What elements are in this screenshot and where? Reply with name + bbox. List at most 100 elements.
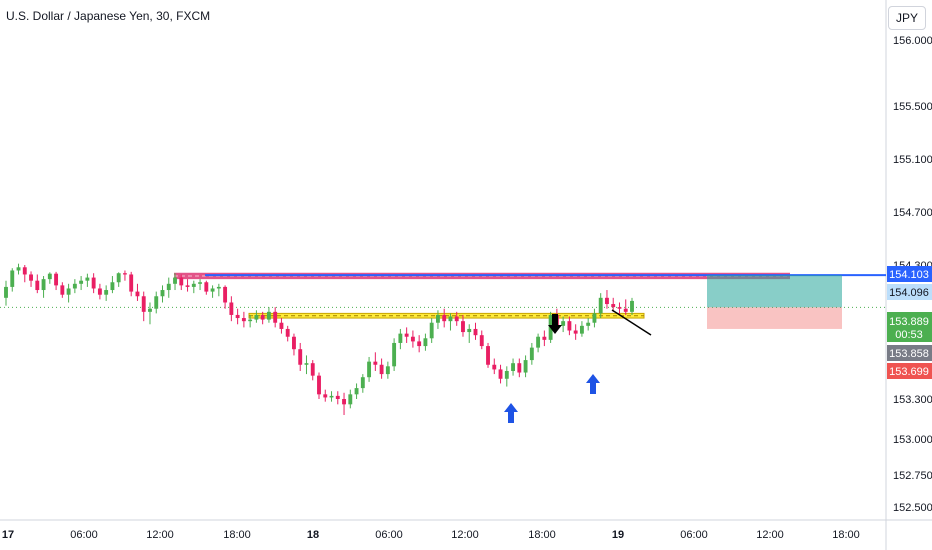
candle-body <box>367 361 372 378</box>
candle-body <box>423 338 428 347</box>
stop-price-label: 153.699 <box>889 366 929 378</box>
candles-layer <box>4 263 634 415</box>
candle-body <box>47 273 52 280</box>
candle-body <box>329 395 334 398</box>
currency-button[interactable]: JPY <box>888 6 926 30</box>
candle-body <box>97 288 102 295</box>
candle-body <box>110 282 115 291</box>
candle-body <box>398 333 403 343</box>
candle-body <box>104 290 109 295</box>
candle-body <box>573 330 578 334</box>
candle-body <box>373 361 378 365</box>
candle-body <box>191 283 196 287</box>
time-tick-label: 18 <box>307 529 319 541</box>
time-axis[interactable]: 17 06:00 12:00 18:00 18 06:00 12:00 18:00 19 06:0… <box>2 529 860 541</box>
candle-body <box>122 273 127 275</box>
candle-body <box>479 335 484 347</box>
candle-body <box>498 369 503 379</box>
time-tick-label: 06:00 <box>375 529 403 541</box>
candle-body <box>342 399 346 405</box>
candle-body <box>241 318 246 322</box>
time-tick-label: 12:00 <box>146 529 174 541</box>
candle-body <box>135 291 140 297</box>
candle-body <box>35 280 40 291</box>
candle-body <box>210 288 215 292</box>
candle-body <box>260 314 265 320</box>
candle-body <box>141 296 146 312</box>
time-tick-label: 06:00 <box>70 529 98 541</box>
candle-body <box>567 321 572 331</box>
up-arrow-icon[interactable] <box>504 403 518 423</box>
candle-body <box>492 364 497 370</box>
candle-body <box>129 274 134 292</box>
candle-body <box>72 283 77 289</box>
candle-body <box>467 328 472 333</box>
price-tick-label: 155.500 <box>893 101 932 113</box>
candle-body <box>16 267 21 271</box>
candle-body <box>66 288 71 295</box>
price-tick-label: 153.300 <box>893 394 932 406</box>
candle-body <box>354 388 359 395</box>
time-tick-label: 12:00 <box>756 529 784 541</box>
candle-body <box>335 395 340 399</box>
candle-body <box>630 300 634 312</box>
chart-title: U.S. Dollar / Japanese Yen, 30, FXCM <box>6 9 210 23</box>
candle-body <box>442 314 447 322</box>
candle-body <box>598 297 603 314</box>
candle-body <box>304 363 309 365</box>
candle-body <box>223 286 228 303</box>
stop-zone[interactable] <box>707 307 842 329</box>
current-price-label-bg <box>887 312 932 342</box>
time-tick-label: 18:00 <box>528 529 556 541</box>
candle-body <box>160 290 165 297</box>
candle-body <box>116 273 121 283</box>
target-zone[interactable] <box>707 275 842 308</box>
candle-body <box>166 283 171 291</box>
candle-body <box>486 346 490 365</box>
candle-body <box>379 364 384 375</box>
line-price-label: 154.096 <box>889 287 929 299</box>
candle-body <box>298 349 303 365</box>
candle-body <box>360 377 365 389</box>
candle-body <box>529 347 534 361</box>
time-tick-label: 12:00 <box>451 529 479 541</box>
stop-price-label-bg <box>887 363 932 379</box>
candle-body <box>448 316 453 322</box>
candle-body <box>417 341 422 347</box>
up-arrow-icon[interactable] <box>586 374 600 394</box>
candle-body <box>504 370 509 379</box>
markers-layer <box>504 309 652 423</box>
time-tick-label: 18:00 <box>223 529 251 541</box>
candle-body <box>254 314 259 320</box>
candle-body <box>561 321 566 326</box>
price-tick-label: 154.700 <box>893 207 932 219</box>
candle-body <box>292 336 296 350</box>
candle-body <box>85 277 90 281</box>
candle-body <box>248 319 253 322</box>
candle-body <box>148 308 152 312</box>
candle-body <box>229 302 234 315</box>
down-arrow-icon[interactable] <box>548 314 562 334</box>
candle-body <box>429 322 434 339</box>
candle-body <box>579 325 584 334</box>
candle-body <box>198 282 203 284</box>
candle-body <box>22 267 27 275</box>
candle-body <box>617 307 622 309</box>
candle-body <box>285 328 290 337</box>
price-tick-label: 152.750 <box>893 470 932 482</box>
candle-body <box>611 304 616 308</box>
candle-body <box>317 375 321 395</box>
price-tick-label: 155.100 <box>893 154 932 166</box>
candle-body <box>79 280 84 284</box>
candle-body <box>385 366 390 375</box>
candle-body <box>310 363 315 376</box>
time-tick-label: 17 <box>2 529 14 541</box>
trendline[interactable] <box>611 309 652 336</box>
bid-price-label: 153.858 <box>889 348 929 360</box>
drawing-layer[interactable] <box>0 272 886 329</box>
candle-body <box>542 336 547 340</box>
candle-body <box>605 297 609 305</box>
candle-body <box>473 328 478 336</box>
